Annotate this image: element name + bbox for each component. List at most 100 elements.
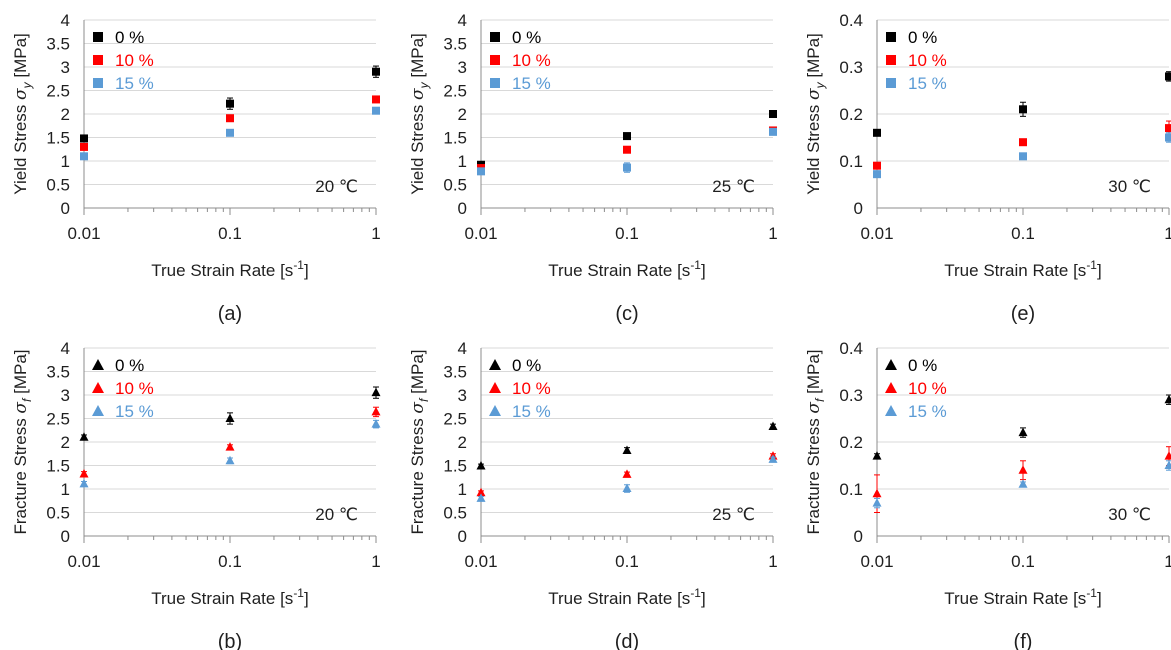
series-2 — [476, 454, 778, 502]
y-tick-label: 0 — [61, 527, 70, 546]
data-point — [1164, 394, 1171, 404]
x-axis-label-text: True Strain Rate [s — [151, 261, 293, 280]
data-point — [872, 488, 882, 498]
y-tick-label: 0.4 — [839, 339, 863, 358]
series-0 — [476, 421, 778, 470]
legend-label: 0 % — [115, 356, 144, 375]
data-point — [1019, 138, 1027, 147]
data-point — [371, 406, 381, 416]
data-point — [476, 460, 486, 470]
y-axis-label-unit: [MPa] — [804, 350, 823, 399]
chart-panel: 0 0.1 0.2 0.3 0.4 0.01 0.1 1 True Strain Rate [s… — [804, 11, 1171, 325]
x-tick-label: 0.1 — [615, 552, 639, 571]
chart-panel: 0 0.5 1 1.5 2 2.5 3 3.5 4 0.01 0.1 1 True Strain Rat… — [11, 11, 381, 325]
x-tick-label: 0.01 — [860, 552, 893, 571]
temperature-annotation: 25 ℃ — [712, 505, 755, 524]
x-tick-label: 0.01 — [67, 224, 100, 243]
y-tick-label: 0.4 — [839, 11, 863, 30]
y-tick-label: 3 — [61, 58, 70, 77]
y-tick-label: 2.5 — [46, 410, 70, 429]
series-0 — [873, 71, 1171, 137]
temperature-annotation: 20 ℃ — [315, 177, 358, 196]
y-tick-label: 0 — [854, 199, 863, 218]
y-tick-label: 3 — [61, 386, 70, 405]
series-2 — [80, 106, 380, 161]
x-tick-label: 0.1 — [615, 224, 639, 243]
x-axis-label-text: True Strain Rate [s — [944, 589, 1086, 608]
y-axis-label-unit: [MPa] — [11, 350, 30, 399]
x-tick-label: 1 — [768, 552, 777, 571]
series-0 — [79, 386, 381, 441]
x-axis-label-superscript: -1 — [1086, 258, 1097, 272]
legend-marker — [92, 359, 104, 370]
y-tick-label: 3 — [458, 386, 467, 405]
x-tick-label: 0.01 — [464, 552, 497, 571]
y-tick-label: 1 — [458, 152, 467, 171]
legend-marker — [93, 55, 103, 65]
y-axis-label-text: Fracture Stress — [804, 414, 823, 535]
data-point — [872, 498, 882, 507]
y-axis-label-symbol: σ — [408, 88, 428, 100]
y-tick-label: 3 — [458, 58, 467, 77]
y-tick-label: 1 — [458, 480, 467, 499]
y-axis-label-subscript: f — [813, 397, 827, 402]
data-point — [226, 128, 234, 137]
legend-marker — [489, 405, 501, 416]
legend-marker — [93, 32, 103, 42]
y-axis-label-text: Fracture Stress — [11, 414, 30, 535]
data-point — [623, 163, 631, 172]
x-axis-label-close: ] — [701, 261, 706, 280]
data-point — [1164, 451, 1171, 460]
y-tick-label: 2.5 — [46, 82, 70, 101]
legend-marker — [886, 78, 896, 88]
y-tick-label: 0.5 — [46, 504, 70, 523]
panel-label: (a) — [218, 303, 242, 325]
data-point — [622, 483, 632, 493]
y-axis-label-unit: [MPa] — [804, 33, 823, 82]
y-tick-label: 2 — [458, 433, 467, 452]
x-tick-label: 1 — [768, 224, 777, 243]
y-tick-label: 0.5 — [46, 176, 70, 195]
y-axis-label: Yield Stress σy [MPa] — [804, 33, 827, 195]
y-axis-label: Yield Stress σy [MPa] — [408, 33, 431, 195]
x-tick-label: 1 — [1164, 552, 1171, 571]
data-point — [873, 128, 881, 137]
series-2 — [477, 127, 777, 176]
y-tick-label: 3.5 — [46, 363, 70, 382]
y-axis-label-text: Yield Stress — [11, 100, 30, 195]
data-point — [476, 487, 486, 497]
y-axis-label-unit: [MPa] — [408, 33, 427, 82]
y-tick-label: 2.5 — [443, 410, 467, 429]
data-point — [80, 134, 88, 143]
legend-marker — [92, 405, 104, 416]
x-axis-label-text: True Strain Rate [s — [151, 589, 293, 608]
x-tick-label: 1 — [1164, 224, 1171, 243]
y-axis-label-subscript: f — [20, 397, 34, 402]
y-tick-label: 1.5 — [46, 129, 70, 148]
y-tick-label: 2 — [458, 105, 467, 124]
x-axis-label-close: ] — [304, 261, 309, 280]
y-axis-label: Fracture Stress σf [MPa] — [804, 350, 827, 535]
legend-marker — [93, 78, 103, 88]
y-tick-label: 0.2 — [839, 433, 863, 452]
y-axis-label-symbol: σ — [804, 88, 824, 100]
legend-label: 10 % — [908, 379, 947, 398]
y-axis-label-unit: [MPa] — [11, 33, 30, 82]
data-point — [873, 161, 881, 170]
x-tick-label: 1 — [371, 224, 380, 243]
legend-label: 0 % — [512, 356, 541, 375]
y-axis-label-subscript: y — [20, 81, 34, 89]
data-point — [79, 478, 89, 488]
y-axis-label-subscript: f — [417, 397, 431, 402]
legend-marker — [885, 359, 897, 370]
panel-label: (e) — [1011, 303, 1035, 325]
x-axis-label-text: True Strain Rate [s — [548, 589, 690, 608]
data-point — [1018, 479, 1028, 488]
legend-label: 10 % — [908, 51, 947, 70]
x-axis-label: True Strain Rate [s-1] — [548, 586, 705, 608]
data-point — [80, 142, 88, 151]
data-point — [225, 442, 235, 451]
legend-label: 0 % — [908, 356, 937, 375]
data-point — [622, 469, 632, 478]
data-point — [1165, 133, 1171, 142]
